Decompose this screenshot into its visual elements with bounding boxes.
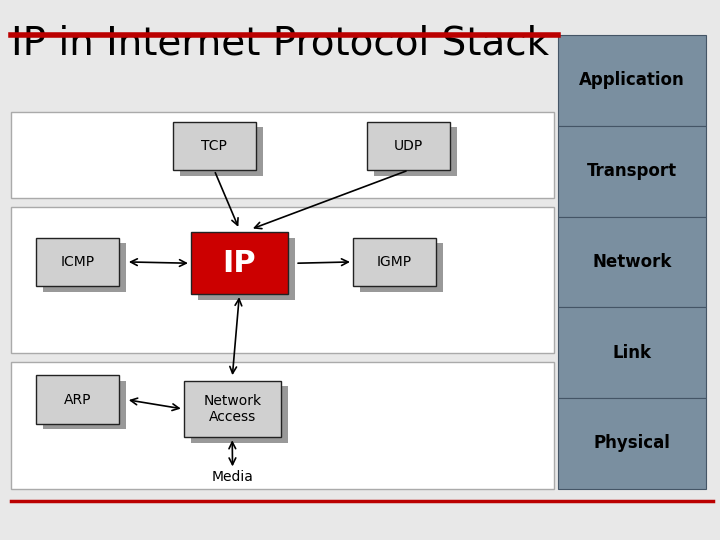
FancyBboxPatch shape [558,398,706,489]
FancyBboxPatch shape [360,243,443,292]
Text: IGMP: IGMP [377,255,412,269]
Text: Physical: Physical [593,434,670,453]
Text: Network: Network [592,253,672,271]
FancyBboxPatch shape [191,386,288,443]
FancyBboxPatch shape [11,207,554,353]
FancyBboxPatch shape [36,375,119,424]
FancyBboxPatch shape [184,381,281,437]
FancyBboxPatch shape [367,122,450,170]
FancyBboxPatch shape [558,217,706,307]
FancyBboxPatch shape [374,127,457,176]
FancyBboxPatch shape [173,122,256,170]
FancyBboxPatch shape [353,238,436,286]
FancyBboxPatch shape [36,238,119,286]
Text: UDP: UDP [394,139,423,153]
Text: TCP: TCP [202,139,227,153]
Text: ARP: ARP [63,393,91,407]
FancyBboxPatch shape [558,307,706,398]
Text: Network
Access: Network Access [203,394,261,424]
FancyBboxPatch shape [558,35,706,126]
FancyBboxPatch shape [198,238,295,300]
FancyBboxPatch shape [43,243,126,292]
FancyBboxPatch shape [11,112,554,198]
FancyBboxPatch shape [11,362,554,489]
Text: IP: IP [222,249,256,278]
Text: ICMP: ICMP [60,255,94,269]
FancyBboxPatch shape [558,126,706,217]
FancyBboxPatch shape [43,381,126,429]
Text: Link: Link [612,343,652,362]
Text: Transport: Transport [587,162,677,180]
Text: Media: Media [212,470,253,484]
Text: Application: Application [579,71,685,90]
FancyBboxPatch shape [191,232,288,294]
Text: IP in Internet Protocol Stack: IP in Internet Protocol Stack [11,24,549,62]
FancyBboxPatch shape [180,127,263,176]
